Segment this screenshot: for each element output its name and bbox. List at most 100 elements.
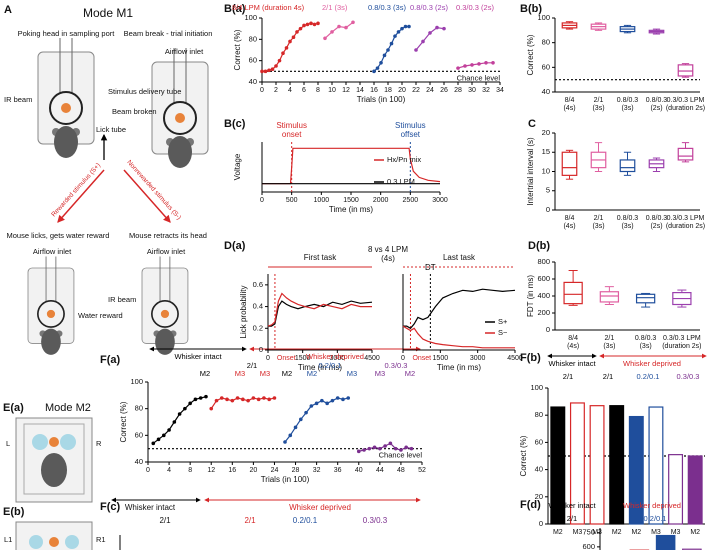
annotation: M3 (347, 369, 357, 378)
marker (323, 36, 327, 41)
chamber (27, 255, 75, 356)
panel-label: C (528, 118, 536, 130)
x-tick-label: 2 (274, 87, 278, 94)
diagram-text: L (6, 439, 10, 448)
arrow (57, 169, 105, 223)
x-tick-label: 0.8/0.3 (2s) (646, 215, 668, 230)
series-line (268, 300, 373, 327)
x-tick-label: M2 (612, 529, 622, 536)
x-tick-label: 26 (440, 87, 448, 94)
marker (263, 69, 268, 74)
chart-title: First task (304, 253, 337, 262)
marker (396, 30, 401, 34)
marker (442, 26, 446, 31)
marker (298, 26, 303, 31)
x-tick-label: 48 (397, 467, 405, 474)
y-axis-label: FDT (in ms) (526, 275, 535, 317)
mouse (41, 453, 67, 487)
x-tick-label: 40 (355, 467, 363, 474)
series-line (403, 288, 516, 330)
box (677, 64, 694, 77)
y-tick-label: 100 (530, 383, 543, 392)
bar (655, 534, 676, 550)
marker (305, 22, 310, 27)
y-tick-label: 60 (535, 437, 543, 446)
x-tick-label: 28 (292, 467, 300, 474)
series-line (262, 22, 319, 72)
legend-label: 0.3 LPM (387, 177, 415, 186)
marker (409, 446, 414, 451)
x-tick-label: 0.8/0.3 (3s) (617, 215, 639, 230)
panel-label: E(a) (3, 402, 24, 414)
marker (198, 396, 203, 400)
chamber (23, 423, 85, 495)
marker (316, 21, 320, 26)
panel-label: A (4, 4, 12, 16)
bar (668, 454, 684, 525)
marker (302, 23, 306, 28)
diagram-text: Nonrewarded stimulus (S-) (125, 159, 182, 221)
box (619, 159, 636, 173)
marker (325, 401, 329, 406)
chamber (141, 255, 189, 356)
marker (375, 66, 380, 70)
annotation: Whisker deprived (306, 352, 364, 361)
x-tick-label: 32 (313, 467, 321, 474)
diagram-text: Beam break - trial initiation (124, 29, 213, 38)
y-tick-label: 80 (535, 410, 543, 419)
x-tick-label: 24 (271, 467, 279, 474)
y-axis-label: Correct (%) (519, 435, 528, 476)
box (677, 147, 694, 161)
series-line (373, 25, 409, 72)
y-tick-label: 10 (542, 166, 550, 175)
x-tick-label: 20 (249, 467, 257, 474)
series-line (152, 396, 207, 444)
marker (299, 417, 303, 422)
legend-label: 0.8/0.3 (3s) (368, 3, 406, 12)
x-tick-label: 14 (356, 87, 364, 94)
x-tick-label: 28 (454, 87, 462, 94)
annotation: 2/1 (603, 372, 613, 381)
x-tick-label: M2 (690, 529, 700, 536)
y-tick-label: 60 (135, 430, 143, 439)
x-tick-label: 44 (376, 467, 384, 474)
marker (177, 412, 182, 416)
y-tick-label: 400 (537, 291, 550, 300)
marker (337, 24, 341, 29)
annotation: 0.3/0.3 (677, 372, 700, 381)
port (49, 437, 59, 447)
series-line (324, 21, 354, 39)
y-tick-label: 40 (535, 465, 543, 474)
x-tick-label: 1500 (295, 355, 311, 362)
marker (362, 448, 366, 452)
marker (383, 444, 387, 448)
annotation: 2/1 (563, 372, 573, 381)
y-tick-label: 0.2 (253, 323, 263, 332)
port (60, 434, 76, 450)
marker (382, 53, 387, 58)
series-line (457, 62, 493, 69)
marker (330, 398, 335, 403)
marker (267, 68, 271, 73)
marker (167, 428, 171, 432)
y-tick-label: 80 (135, 404, 143, 413)
annotation: Whisker deprived (289, 503, 351, 512)
legend-label: 2/1 (3s) (322, 3, 348, 12)
legend-label: Hx/Pn mix (387, 155, 421, 164)
diagram-title: Mode M2 (45, 402, 91, 414)
diagram-text: IR beam (4, 95, 32, 104)
x-tick-label: 4500 (507, 355, 523, 362)
annotation: 0.3/0.3 (385, 361, 408, 370)
marker (330, 30, 334, 34)
x-axis-label: Time (in ms) (298, 363, 342, 372)
x-tick-label: 34 (496, 87, 504, 94)
y-tick-label: 20 (535, 492, 543, 501)
series-line (267, 292, 372, 327)
x-tick-label: 2/1 (3s) (592, 215, 604, 230)
diagram-text: IR beam (108, 295, 136, 304)
x-tick-label: M3 (573, 529, 583, 536)
marker (393, 446, 398, 451)
marker (281, 51, 285, 55)
marker (344, 25, 348, 30)
marker (277, 58, 282, 63)
